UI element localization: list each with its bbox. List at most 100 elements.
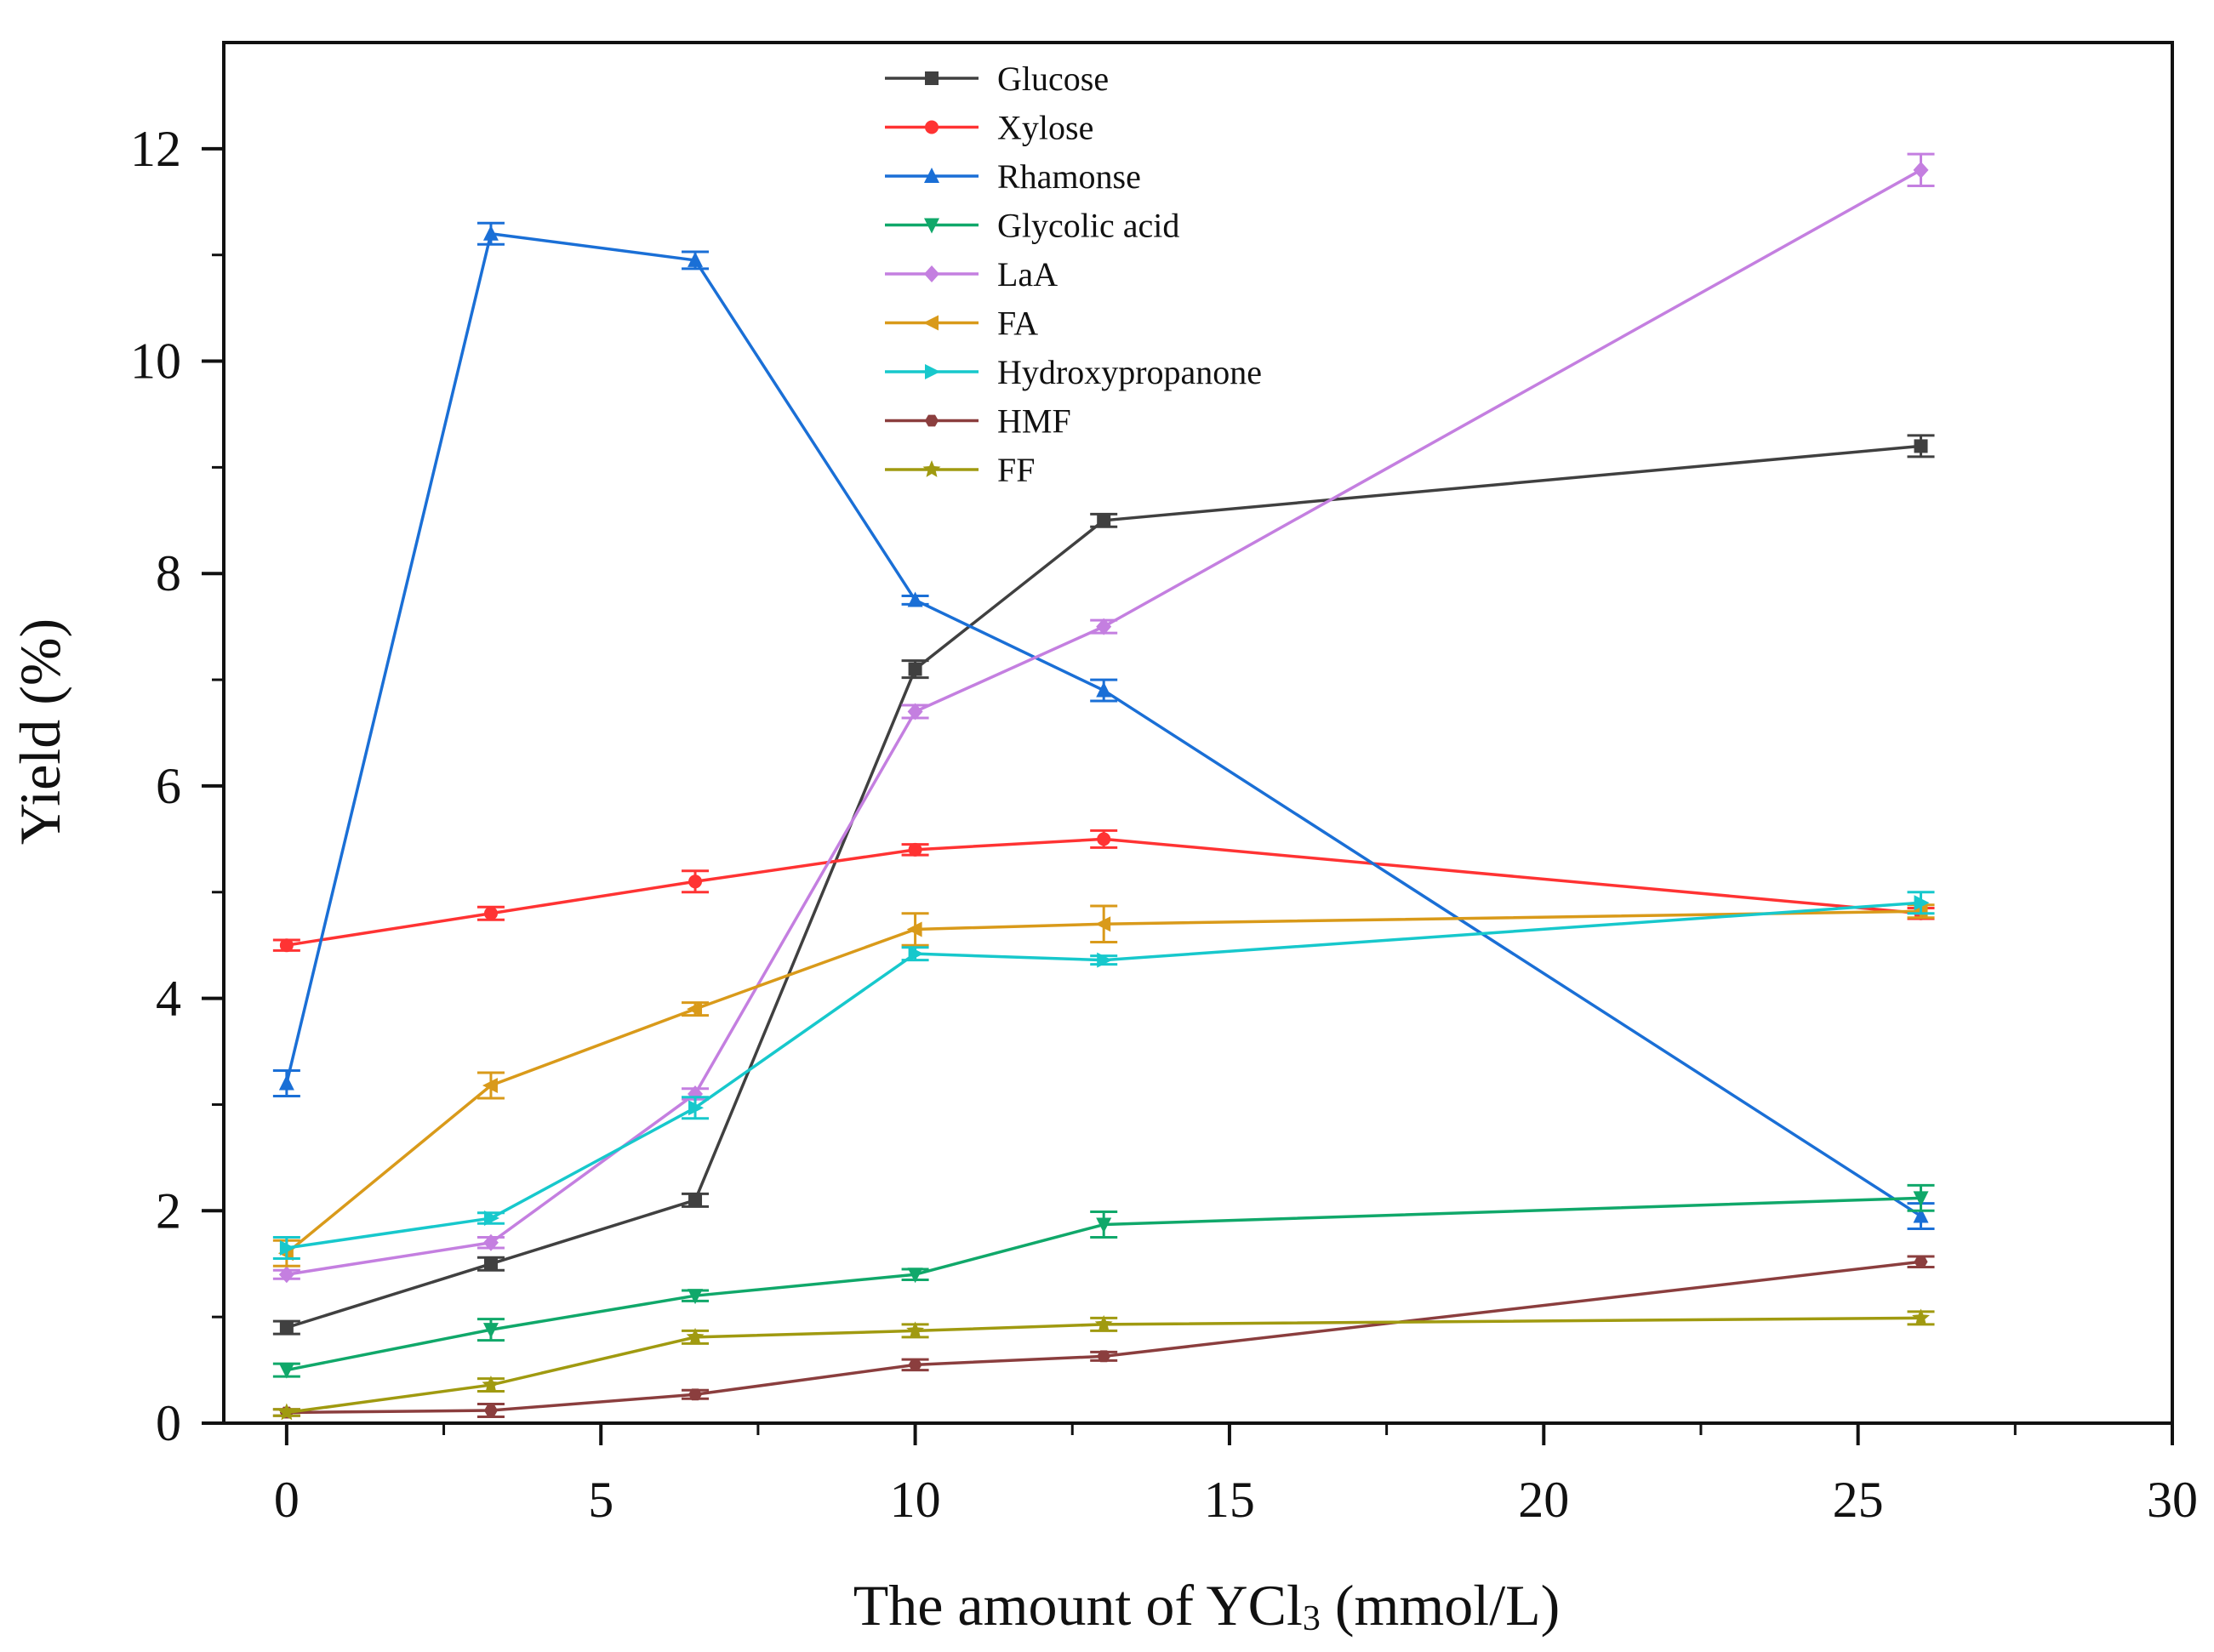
y-tick-label: 8 xyxy=(156,545,181,601)
data-point xyxy=(1096,681,1112,698)
y-tick-label: 10 xyxy=(130,333,181,390)
data-point xyxy=(1912,1308,1930,1326)
plot-frame xyxy=(222,41,2174,1425)
data-point xyxy=(482,1376,500,1393)
legend-item: FF xyxy=(885,451,1036,489)
series-hmf xyxy=(272,1255,1935,1419)
series-hydroxypropanone xyxy=(272,891,1935,1260)
data-point xyxy=(278,1266,294,1284)
data-point xyxy=(907,1267,923,1284)
data-point xyxy=(279,938,294,953)
x-axis-title-main: The amount of YCl xyxy=(853,1573,1303,1638)
data-point xyxy=(1096,1217,1112,1233)
series-line xyxy=(286,168,1922,1276)
legend-label: Xylose xyxy=(997,109,1093,147)
data-point xyxy=(1097,1350,1111,1363)
x-axis: 0 5 10 15 20 25 30 xyxy=(274,1423,2198,1528)
legend-swatch-marker xyxy=(924,218,939,234)
data-point xyxy=(906,1321,925,1339)
data-point xyxy=(908,1359,922,1371)
data-point xyxy=(482,1233,499,1251)
data-point xyxy=(1913,1207,1929,1223)
data-point xyxy=(277,1403,296,1421)
data-point xyxy=(482,225,499,241)
x-axis-title-units: (mmol/L) xyxy=(1321,1573,1560,1638)
legend-label: HMF xyxy=(997,402,1071,441)
x-axis-title: The amount of YCl3 (mmol/L) xyxy=(853,1573,1561,1638)
legend-label: FF xyxy=(997,451,1036,489)
y-tick-label: 0 xyxy=(156,1395,181,1451)
x-tick-label: 5 xyxy=(588,1472,613,1528)
data-point xyxy=(686,1327,705,1345)
legend-item: FA xyxy=(885,305,1038,343)
data-point xyxy=(687,1001,703,1017)
legend-swatch-marker xyxy=(923,315,939,331)
data-point xyxy=(1914,1256,1928,1268)
data-point xyxy=(688,1289,704,1305)
legend-item: Hydroxypropanone xyxy=(885,353,1262,391)
data-point xyxy=(483,1404,498,1416)
data-point xyxy=(908,842,922,857)
series-ff xyxy=(272,1308,1935,1421)
series-laa xyxy=(272,152,1935,1284)
legend-swatch-marker xyxy=(924,265,939,282)
series-line xyxy=(286,1196,1921,1372)
data-point xyxy=(688,874,703,889)
data-point xyxy=(688,251,704,267)
series-line xyxy=(286,901,1921,1250)
data-point xyxy=(1094,1314,1113,1332)
legend-item: Glycolic acid xyxy=(885,207,1179,245)
data-point xyxy=(1097,832,1111,846)
x-tick-label: 20 xyxy=(1518,1472,1569,1528)
data-point xyxy=(1095,916,1111,932)
legend-item: Rhamonse xyxy=(885,157,1141,196)
data-point xyxy=(1097,952,1113,968)
data-point xyxy=(1096,618,1112,635)
x-axis-title-subscript: 3 xyxy=(1303,1599,1321,1638)
series-line xyxy=(286,1316,1921,1415)
data-point xyxy=(483,1211,499,1227)
data-point xyxy=(482,1077,498,1093)
series-line xyxy=(286,837,1921,947)
data-point xyxy=(483,906,498,920)
series-glucose xyxy=(272,434,1935,1336)
series-line xyxy=(286,444,1921,1330)
legend-label: LaA xyxy=(997,255,1058,293)
data-point xyxy=(688,1193,703,1207)
legend-item: Xylose xyxy=(885,109,1093,147)
legend-label: Glycolic acid xyxy=(997,207,1179,245)
series-glycolic-acid xyxy=(272,1183,1935,1379)
x-tick-label: 25 xyxy=(1833,1472,1884,1528)
data-point xyxy=(908,662,922,676)
data-point xyxy=(279,1320,294,1335)
y-axis-title: Yield (%) xyxy=(8,618,72,845)
data-point xyxy=(1913,161,1929,179)
data-point xyxy=(278,1074,294,1091)
legend-swatch-marker xyxy=(925,120,939,134)
y-tick-label: 6 xyxy=(156,758,181,814)
data-point xyxy=(1914,439,1928,453)
data-point xyxy=(907,703,923,721)
data-point xyxy=(482,1323,499,1339)
x-tick-label: 0 xyxy=(274,1472,300,1528)
data-point xyxy=(483,1256,498,1271)
y-tick-label: 12 xyxy=(130,121,181,177)
legend-item: HMF xyxy=(885,402,1071,441)
data-point xyxy=(688,1100,705,1116)
series-line xyxy=(285,231,1922,1218)
legend-swatch-marker xyxy=(925,414,939,427)
legend-swatch-marker xyxy=(925,71,939,85)
legend-item: LaA xyxy=(885,255,1058,293)
legend-label: Hydroxypropanone xyxy=(997,353,1262,391)
data-point xyxy=(279,1240,295,1256)
series-line xyxy=(285,909,1921,1255)
data-point xyxy=(1913,1191,1929,1207)
x-tick-label: 30 xyxy=(2147,1472,2198,1528)
series-rhamonse xyxy=(272,221,1935,1231)
legend: Glucose Xylose Rhamonse Glycolic acid LaA FA H… xyxy=(885,60,1262,489)
legend-label: Glucose xyxy=(997,60,1109,98)
series-line xyxy=(286,1260,1921,1415)
legend-label: FA xyxy=(997,305,1038,343)
legend-swatch-marker xyxy=(922,460,941,477)
